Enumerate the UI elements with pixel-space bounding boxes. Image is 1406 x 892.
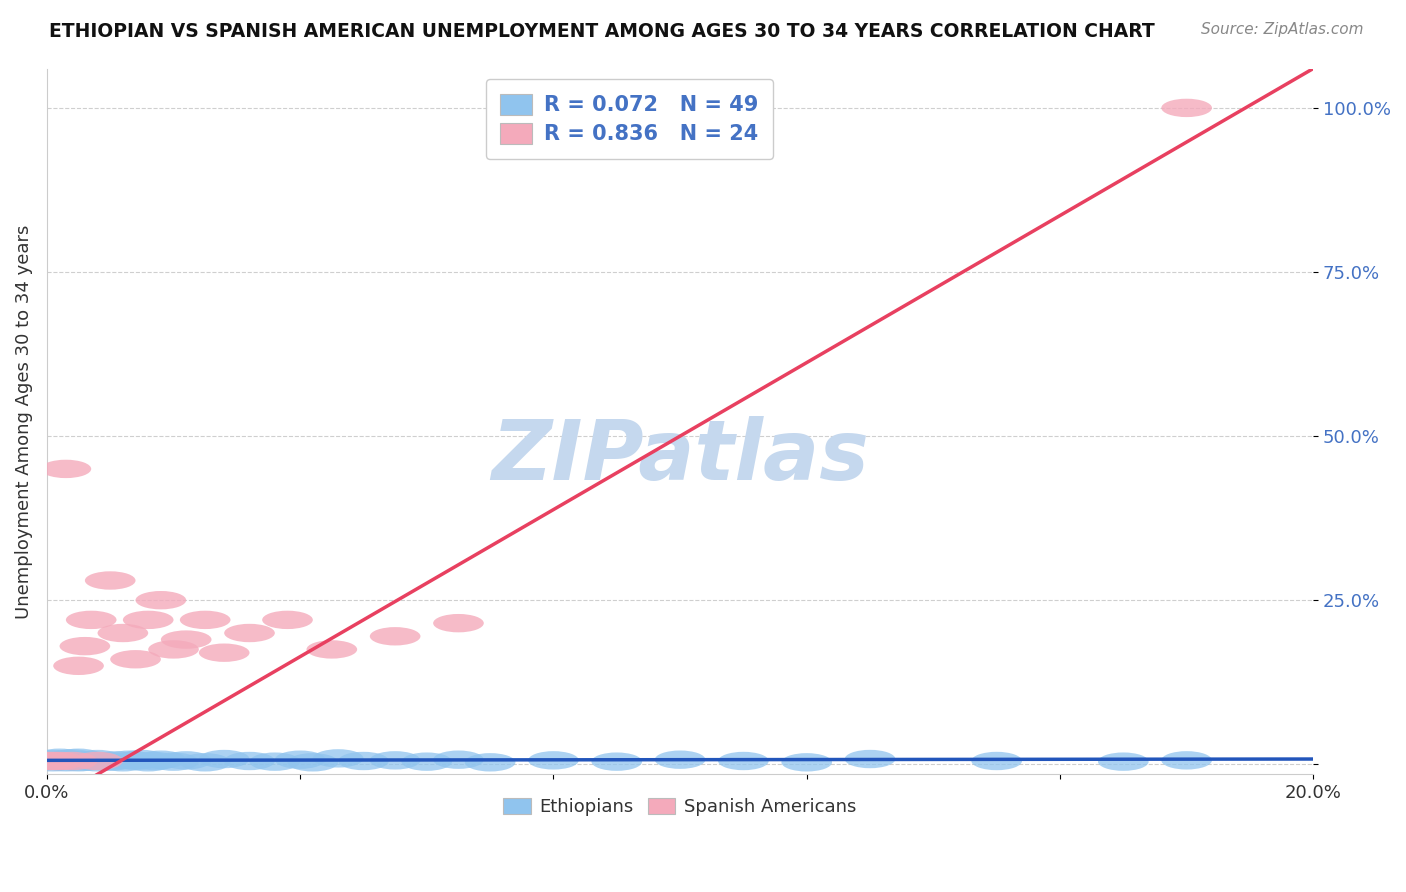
Text: ETHIOPIAN VS SPANISH AMERICAN UNEMPLOYMENT AMONG AGES 30 TO 34 YEARS CORRELATION: ETHIOPIAN VS SPANISH AMERICAN UNEMPLOYME… xyxy=(49,22,1154,41)
Legend: Ethiopians, Spanish Americans: Ethiopians, Spanish Americans xyxy=(495,789,866,825)
Text: ZIPatlas: ZIPatlas xyxy=(491,416,869,497)
Text: Source: ZipAtlas.com: Source: ZipAtlas.com xyxy=(1201,22,1364,37)
Y-axis label: Unemployment Among Ages 30 to 34 years: Unemployment Among Ages 30 to 34 years xyxy=(15,224,32,618)
